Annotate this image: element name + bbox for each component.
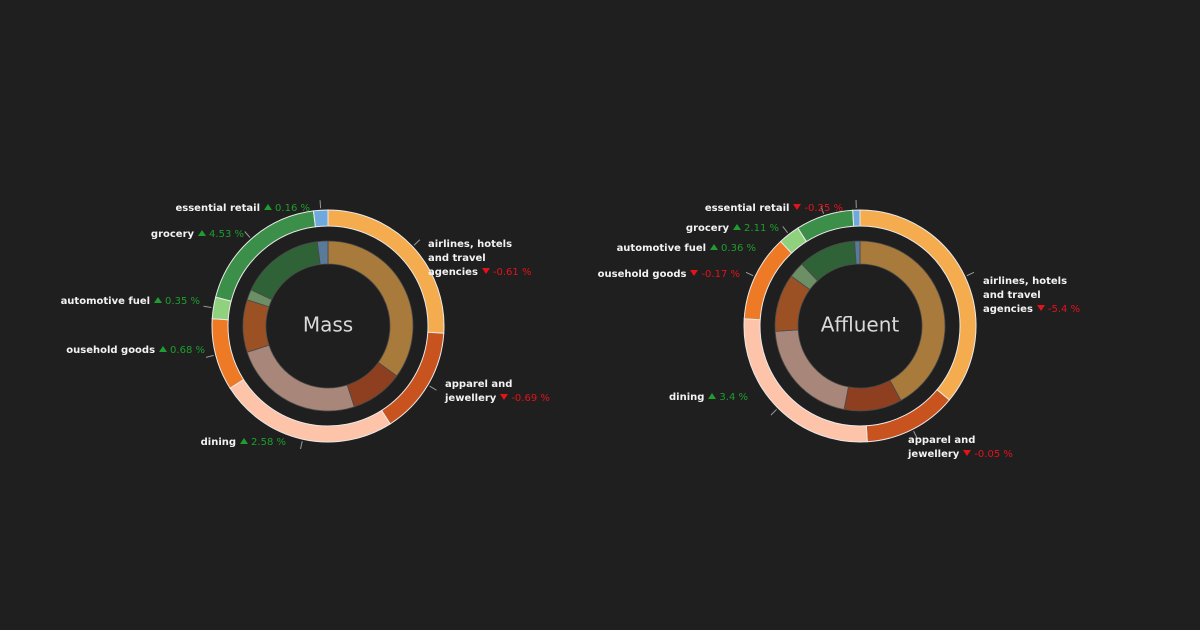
leader-line — [429, 385, 437, 391]
change-arrow — [793, 204, 802, 210]
change-arrow — [198, 230, 207, 236]
inner-segment — [327, 240, 414, 377]
inner-segment — [242, 299, 270, 353]
change-value: 0.68 % — [170, 345, 205, 356]
change-arrow — [154, 297, 163, 303]
inner-segment — [246, 344, 355, 412]
inner-segment — [854, 240, 861, 265]
change-arrow — [1036, 305, 1045, 311]
donut-chart: Affluent — [743, 200, 977, 443]
change-value: -0.69 % — [511, 393, 550, 404]
change-value: -0.17 % — [701, 269, 740, 280]
leader-line — [413, 239, 421, 246]
segment-label: dining 3.4 % — [669, 391, 748, 405]
outer-segment — [312, 209, 329, 228]
segment-label: grocery 2.11 % — [686, 222, 779, 236]
change-value: -0.61 % — [492, 267, 532, 278]
category-name: dining — [668, 392, 705, 403]
change-arrow — [690, 270, 699, 276]
category-name: airlines, hotels and travel agencies — [428, 239, 513, 278]
leader-line — [770, 409, 777, 416]
change-arrow — [500, 394, 509, 400]
leader-line — [203, 305, 212, 309]
change-value: 0.36 % — [721, 243, 756, 254]
category-name: dining — [200, 437, 237, 448]
category-name: airlines, hotels and travel agencies — [983, 276, 1068, 315]
leader-line — [782, 226, 789, 234]
change-arrow — [159, 346, 168, 352]
change-value: 3.4 % — [719, 392, 748, 403]
leader-line — [205, 354, 214, 358]
center-label: Mass — [303, 313, 353, 337]
change-arrow — [733, 224, 742, 230]
donut-chart: Mass — [203, 200, 445, 450]
change-arrow — [481, 268, 490, 274]
inner-segment — [859, 240, 946, 402]
leader-line — [745, 271, 754, 277]
segment-label: apparel and jewellery -0.69 % — [445, 378, 565, 406]
category-name: ousehold goods — [597, 269, 687, 280]
change-value: 2.11 % — [744, 223, 779, 234]
category-name: automotive fuel — [616, 243, 707, 254]
category-name: essential retail — [704, 203, 790, 214]
change-arrow — [963, 450, 972, 456]
leader-line — [966, 271, 975, 277]
segment-label: airlines, hotels and travel agencies -0.6… — [428, 238, 532, 280]
outer-segment — [852, 209, 861, 227]
change-value: 0.35 % — [165, 296, 200, 307]
change-value: 2.58 % — [251, 437, 286, 448]
segment-label: essential retail -0.25 % — [705, 202, 843, 216]
change-value: -5.4 % — [1047, 304, 1081, 315]
change-value: -0.05 % — [974, 449, 1013, 460]
segment-label: automotive fuel 0.36 % — [617, 242, 756, 256]
leader-line — [319, 200, 322, 209]
category-name: grocery — [685, 223, 730, 234]
segment-label: apparel and jewellery -0.05 % — [908, 434, 1028, 462]
leader-line — [300, 441, 303, 450]
segment-label: essential retail 0.16 % — [175, 202, 310, 216]
segment-label: airlines, hotels and travel agencies -5.4… — [983, 275, 1087, 317]
segment-label: dining 2.58 % — [201, 436, 286, 450]
segment-label: ousehold goods 0.68 % — [66, 344, 205, 358]
inner-segment — [843, 379, 902, 412]
leader-line — [244, 231, 251, 238]
change-value: -0.25 % — [804, 203, 843, 214]
change-value: 4.53 % — [209, 229, 244, 240]
category-name: essential retail — [175, 203, 261, 214]
category-name: automotive fuel — [60, 296, 151, 307]
category-name: apparel and jewellery — [445, 379, 513, 404]
change-arrow — [708, 393, 717, 399]
segment-label: ousehold goods -0.17 % — [598, 268, 740, 282]
outer-segment — [211, 318, 245, 389]
change-arrow — [710, 244, 719, 250]
inner-segment — [316, 240, 329, 265]
category-name: apparel and jewellery — [908, 435, 976, 460]
change-value: 0.16 % — [275, 203, 310, 214]
segment-label: grocery 4.53 % — [151, 228, 244, 242]
category-name: grocery — [150, 229, 195, 240]
segment-label: automotive fuel 0.35 % — [61, 295, 200, 309]
leader-line — [820, 206, 825, 214]
change-arrow — [240, 438, 249, 444]
center-label: Affluent — [821, 313, 900, 337]
category-name: ousehold goods — [66, 345, 156, 356]
change-arrow — [264, 204, 273, 210]
leader-line — [913, 430, 918, 439]
